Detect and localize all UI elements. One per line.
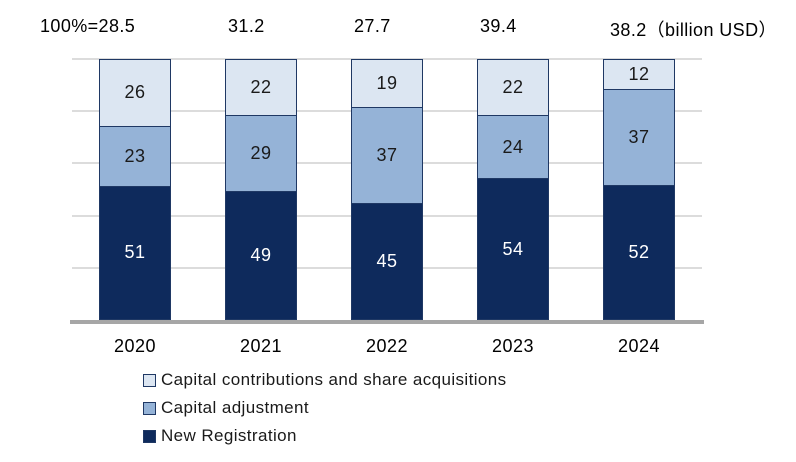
- bar-2021: 22 29 49: [225, 59, 297, 320]
- bar-segment: 26: [99, 59, 171, 127]
- bar-segment: 45: [351, 203, 423, 320]
- totals-row: 100%=28.5 31.2 27.7 39.4 38.2（billion USD）: [0, 16, 796, 40]
- bar-segment: 54: [477, 179, 549, 320]
- bar-segment: 24: [477, 116, 549, 180]
- segment-value-label: 45: [376, 250, 398, 271]
- bar-segment: 37: [351, 108, 423, 204]
- segment-value-label: 29: [250, 143, 272, 164]
- segment-value-label: 22: [250, 77, 272, 98]
- bar-segment: 51: [99, 186, 171, 320]
- segment-value-label: 26: [124, 82, 146, 103]
- segment-value-label: 49: [250, 245, 272, 266]
- segment-value-label: 37: [376, 144, 398, 165]
- bar-segment: 23: [99, 126, 171, 187]
- bar-segment: 22: [225, 59, 297, 117]
- legend-swatch-icon: [143, 429, 156, 443]
- bar-segment: 52: [603, 185, 675, 320]
- bars-row: 26 23 51 22 29 49 19 37 45 22 24 54 12 37 52: [72, 59, 702, 320]
- segment-value-label: 22: [502, 77, 524, 98]
- bar-2022: 19 37 45: [351, 59, 423, 320]
- legend: Capital contributions and share acquisit…: [143, 369, 507, 453]
- total-label: 38.2（billion USD）: [610, 20, 777, 40]
- x-axis-label-2023: 2023: [491, 336, 535, 356]
- legend-label: New Registration: [161, 426, 297, 445]
- total-label: 100%=28.5: [40, 16, 136, 36]
- bar-segment: 49: [225, 192, 297, 320]
- plot-area: 26 23 51 22 29 49 19 37 45 22 24 54 12 37 52: [72, 58, 702, 320]
- segment-value-label: 54: [502, 238, 524, 259]
- legend-label: Capital contributions and share acquisit…: [161, 370, 507, 389]
- segment-value-label: 23: [124, 145, 146, 166]
- segment-value-label: 51: [124, 242, 146, 263]
- x-axis-label-2024: 2024: [617, 336, 661, 356]
- bar-cell-2023: 22 24 54: [450, 59, 576, 320]
- segment-value-label: 19: [376, 73, 398, 94]
- bar-segment: 19: [351, 59, 423, 109]
- total-label: 31.2: [228, 16, 265, 36]
- bar-2020: 26 23 51: [99, 59, 171, 320]
- bar-segment: 37: [603, 90, 675, 186]
- bar-segment: 29: [225, 116, 297, 193]
- total-label: 39.4: [480, 16, 517, 36]
- legend-item: Capital adjustment: [143, 397, 507, 419]
- total-label: 27.7: [354, 16, 391, 36]
- x-axis-label-2020: 2020: [113, 336, 157, 356]
- x-axis-label-2021: 2021: [239, 336, 283, 356]
- bar-cell-2020: 26 23 51: [72, 59, 198, 320]
- legend-item: Capital contributions and share acquisit…: [143, 369, 507, 391]
- bar-2023: 22 24 54: [477, 59, 549, 320]
- legend-swatch-icon: [143, 401, 156, 415]
- x-axis-label-2022: 2022: [365, 336, 409, 356]
- segment-value-label: 37: [628, 126, 650, 147]
- segment-value-label: 52: [628, 241, 650, 262]
- x-axis-line: [70, 320, 704, 324]
- legend-item: New Registration: [143, 425, 507, 447]
- x-axis-labels: 2020 2021 2022 2023 2024: [72, 336, 702, 357]
- legend-swatch-icon: [143, 373, 156, 387]
- bar-2024: 12 37 52: [603, 59, 675, 320]
- bar-segment: 12: [603, 59, 675, 90]
- segment-value-label: 24: [502, 136, 524, 157]
- segment-value-label: 12: [628, 64, 650, 84]
- bar-cell-2024: 12 37 52: [576, 59, 702, 320]
- legend-label: Capital adjustment: [161, 398, 309, 417]
- bar-cell-2022: 19 37 45: [324, 59, 450, 320]
- bar-cell-2021: 22 29 49: [198, 59, 324, 320]
- bar-segment: 22: [477, 59, 549, 117]
